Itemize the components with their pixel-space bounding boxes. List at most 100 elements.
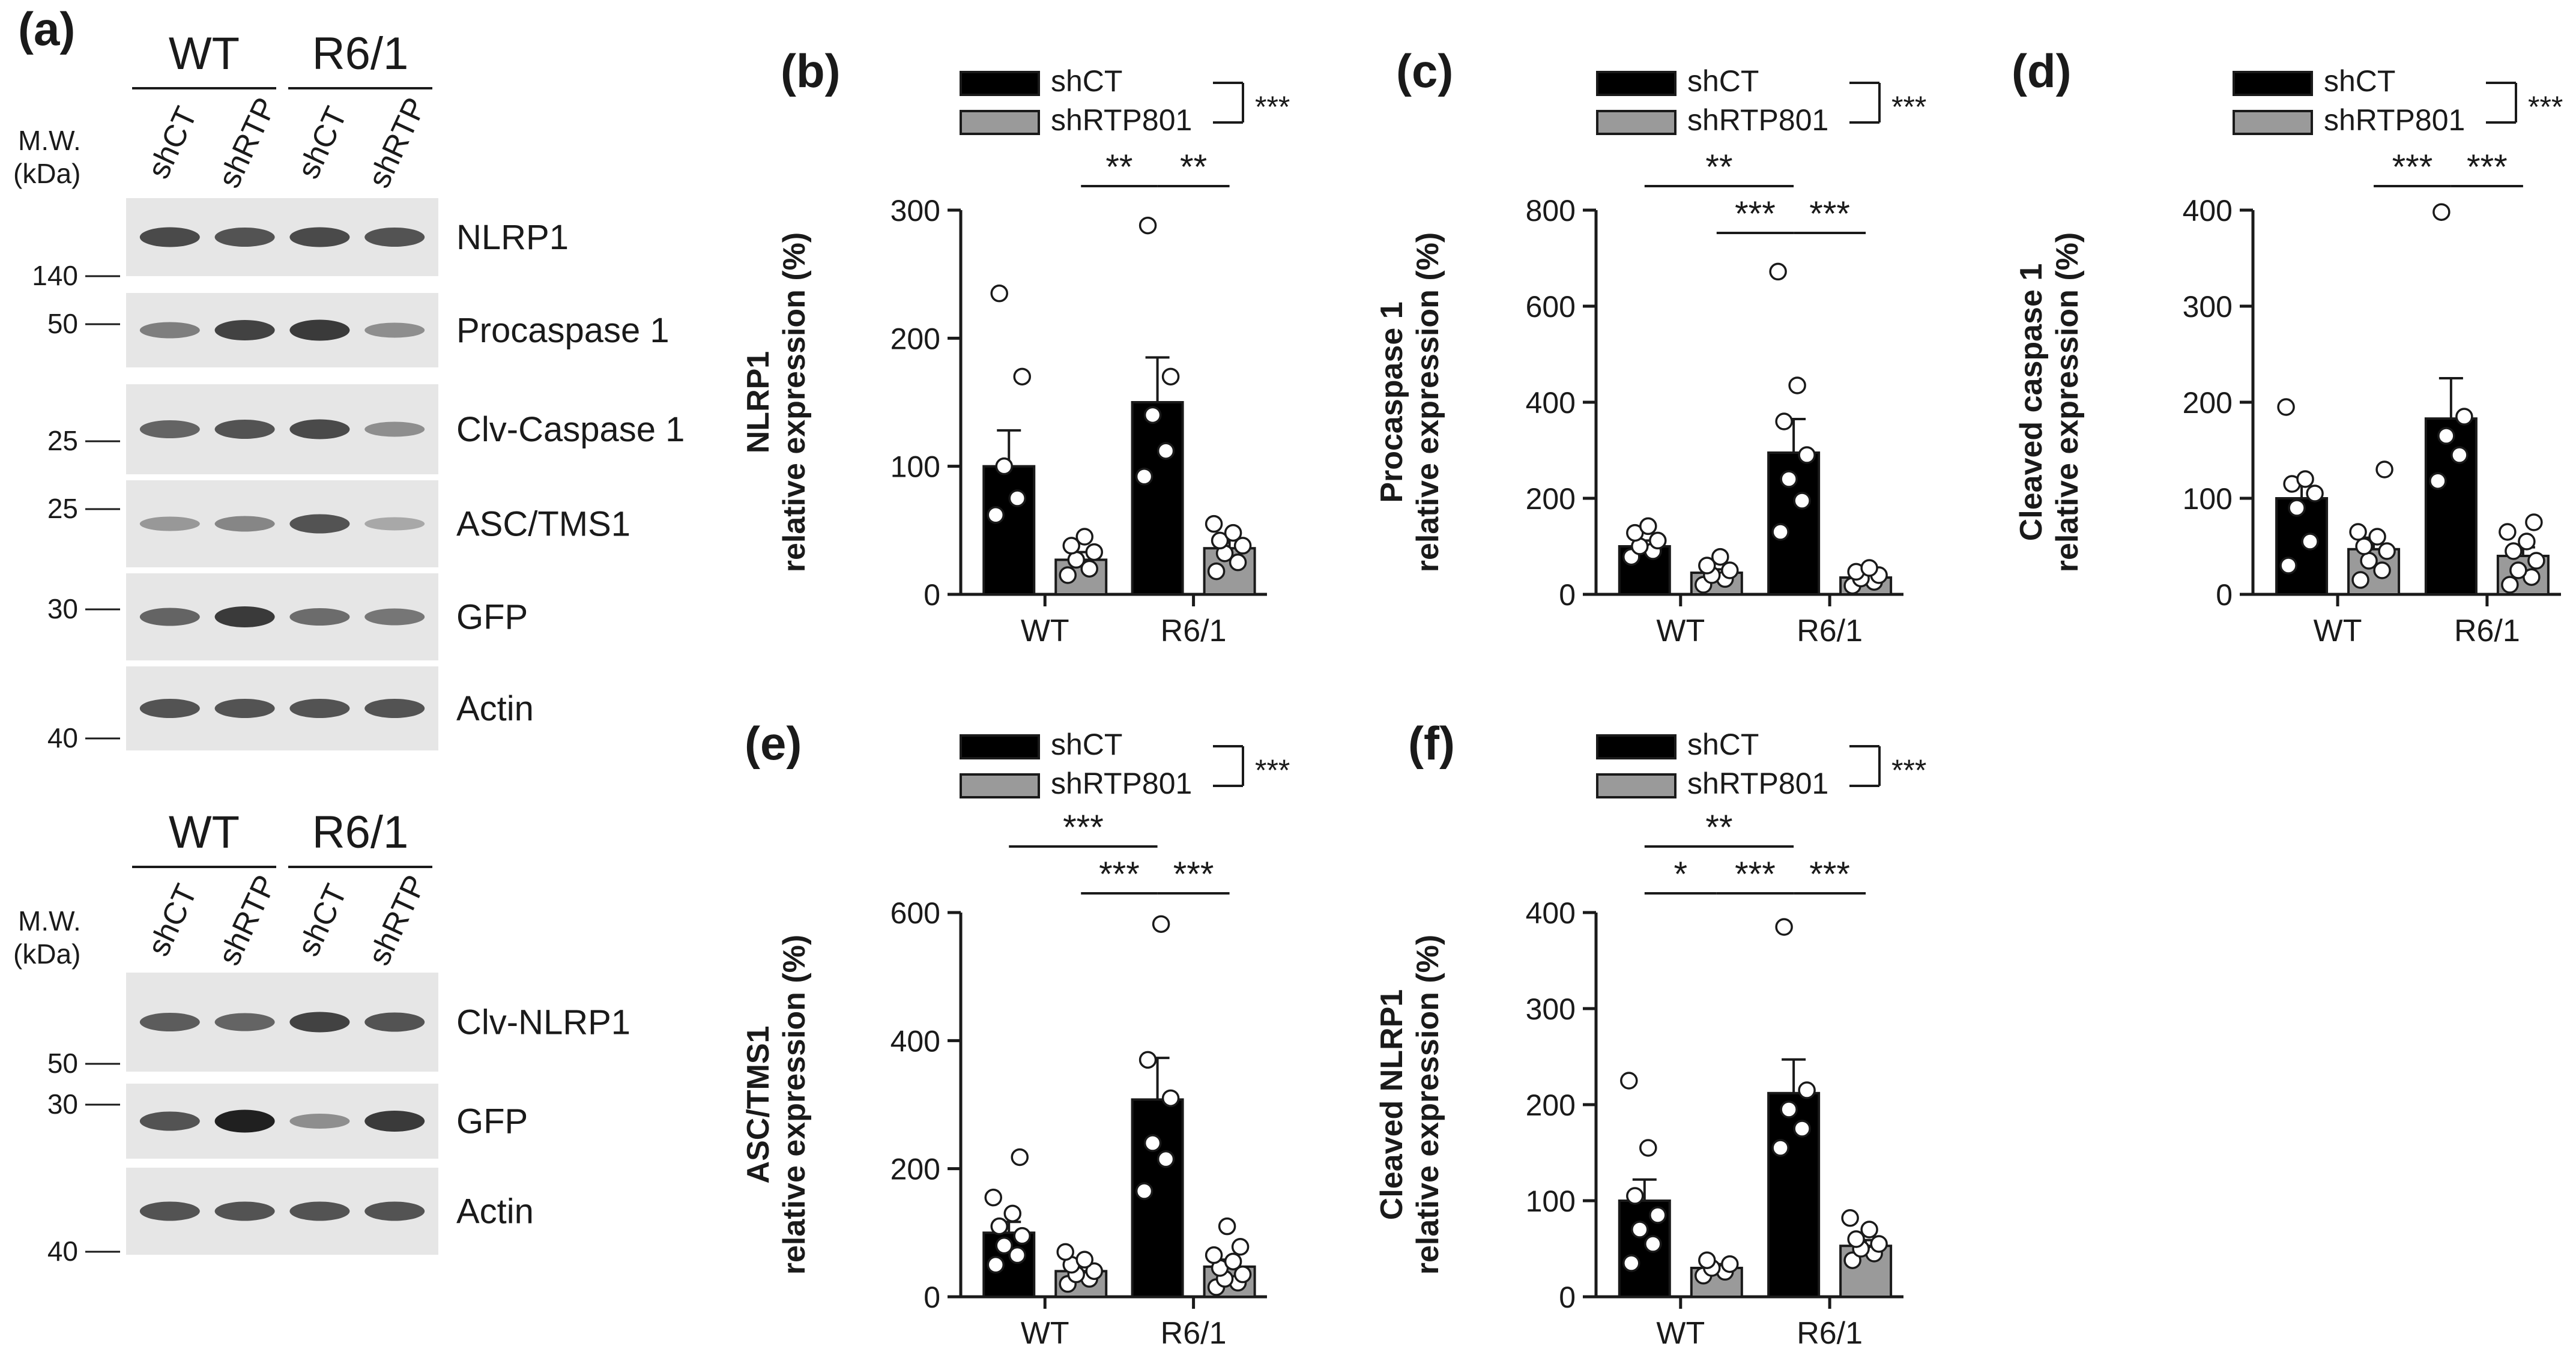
blot-protein-label: Actin bbox=[456, 689, 534, 728]
legend-label-shct: shCT bbox=[2324, 64, 2395, 98]
data-point bbox=[2373, 561, 2391, 579]
y-tick-label: 0 bbox=[924, 1281, 940, 1314]
blot-group-label: R6/1 bbox=[312, 807, 409, 858]
data-point bbox=[1205, 1246, 1223, 1264]
panel-label: (d) bbox=[2012, 44, 2072, 97]
blot-strip: Procaspase 1 bbox=[126, 293, 670, 367]
data-point bbox=[1639, 1139, 1657, 1157]
data-point bbox=[990, 284, 1008, 303]
blot-strip: ASC/TMS1 bbox=[126, 480, 630, 567]
data-point bbox=[2296, 470, 2314, 488]
blot-band bbox=[139, 516, 200, 531]
legend-swatch-shct bbox=[1596, 734, 1677, 759]
blot-band bbox=[364, 1111, 425, 1132]
blot-band bbox=[289, 227, 350, 247]
data-point bbox=[1080, 560, 1098, 578]
mw-unit: (kDa) bbox=[13, 158, 80, 189]
data-point bbox=[2451, 446, 2469, 464]
blot-strip: NLRP1 bbox=[126, 198, 569, 276]
blot-strip: Clv-NLRP1 bbox=[126, 973, 630, 1072]
data-point bbox=[1233, 1265, 1252, 1284]
legend-label-shrtp801: shRTP801 bbox=[1687, 103, 1828, 137]
data-point bbox=[2306, 484, 2324, 502]
blot-strip: Actin bbox=[126, 666, 534, 750]
significance-label: * bbox=[1674, 855, 1688, 894]
y-tick-label: 400 bbox=[1526, 386, 1576, 420]
y-tick-label: 0 bbox=[1559, 1281, 1576, 1314]
data-point bbox=[1798, 1081, 1816, 1099]
blot-group-label: WT bbox=[169, 28, 240, 79]
legend-swatch-shrtp801 bbox=[960, 110, 1040, 135]
data-point bbox=[1056, 1243, 1074, 1261]
bar-shct-r61 bbox=[2424, 417, 2478, 596]
blot-band bbox=[139, 1201, 200, 1221]
mw-marker-label: 30 bbox=[47, 1088, 78, 1120]
data-point bbox=[1231, 1238, 1250, 1256]
blot-band bbox=[364, 699, 425, 718]
data-point bbox=[1698, 557, 1716, 575]
legend-swatch-shrtp801 bbox=[2233, 110, 2313, 135]
y-tick-label: 600 bbox=[890, 896, 940, 930]
data-point bbox=[1639, 517, 1657, 536]
data-point bbox=[2525, 513, 2543, 531]
y-tick-label: 400 bbox=[1526, 896, 1576, 930]
blot-protein-label: NLRP1 bbox=[456, 218, 569, 257]
significance-label: ** bbox=[1180, 148, 1207, 187]
blot-lane-label: shRTP bbox=[361, 870, 433, 971]
blot-strip: GFP bbox=[126, 1084, 528, 1159]
blot-lane-label: shCT bbox=[291, 879, 354, 961]
data-point bbox=[1143, 406, 1162, 424]
data-point bbox=[1003, 1204, 1021, 1223]
data-point bbox=[2518, 533, 2536, 551]
data-point bbox=[1059, 566, 1077, 584]
data-point bbox=[1771, 523, 1789, 541]
data-point bbox=[1841, 1209, 1859, 1227]
y-axis-subtitle: relative expression (%) bbox=[777, 935, 812, 1275]
blot-protein-label: GFP bbox=[456, 1102, 528, 1141]
legend-swatch-shrtp801 bbox=[960, 773, 1040, 798]
data-point bbox=[1860, 559, 1878, 577]
legend-swatch-shrtp801 bbox=[1596, 773, 1677, 798]
blot-band bbox=[289, 1114, 350, 1129]
y-tick-label: 0 bbox=[924, 578, 940, 612]
data-point bbox=[1135, 1182, 1153, 1200]
data-point bbox=[1798, 446, 1816, 464]
mw-marker-label: 50 bbox=[47, 308, 78, 339]
data-point bbox=[990, 1217, 1008, 1236]
blot-protein-label: Actin bbox=[456, 1192, 534, 1231]
data-point bbox=[1771, 1139, 1789, 1157]
interaction-significance: *** bbox=[1891, 90, 1926, 124]
blot-lane-label: shCT bbox=[141, 879, 204, 961]
legend-label-shrtp801: shRTP801 bbox=[1051, 767, 1192, 800]
panel-label: (a) bbox=[18, 2, 75, 55]
data-point bbox=[1207, 562, 1226, 581]
data-point bbox=[2432, 203, 2451, 221]
x-tick-label: R6/1 bbox=[1161, 614, 1227, 648]
significance-label: *** bbox=[1063, 808, 1104, 847]
x-tick-label: R6/1 bbox=[1161, 1316, 1227, 1351]
chart-panel: (b) shCT shRTP801 *** 0 100 200 300 WT R6/1 NLRP1 r… bbox=[741, 44, 1290, 648]
mw-marker-label: 50 bbox=[47, 1048, 78, 1079]
y-axis-subtitle: relative expression (%) bbox=[1410, 232, 1445, 572]
data-point bbox=[2505, 542, 2523, 560]
y-tick-label: 800 bbox=[1526, 194, 1576, 228]
data-point bbox=[1780, 1100, 1798, 1118]
data-point bbox=[1229, 553, 1247, 572]
y-tick-label: 400 bbox=[2183, 194, 2233, 228]
legend-swatch-shct bbox=[1596, 71, 1677, 96]
data-point bbox=[1161, 1089, 1180, 1108]
data-point bbox=[2509, 561, 2527, 579]
blot-band bbox=[139, 608, 200, 626]
blot-band bbox=[289, 514, 350, 534]
blot-band bbox=[289, 1201, 350, 1221]
legend-label-shrtp801: shRTP801 bbox=[1687, 767, 1828, 800]
data-point bbox=[1085, 543, 1103, 561]
bar-shct-r61 bbox=[1131, 401, 1184, 596]
x-tick-label: R6/1 bbox=[1797, 614, 1863, 648]
data-point bbox=[1788, 376, 1806, 394]
data-point bbox=[1620, 1072, 1638, 1090]
data-point bbox=[1224, 1252, 1242, 1271]
mw-marker-label: 40 bbox=[47, 1236, 78, 1267]
